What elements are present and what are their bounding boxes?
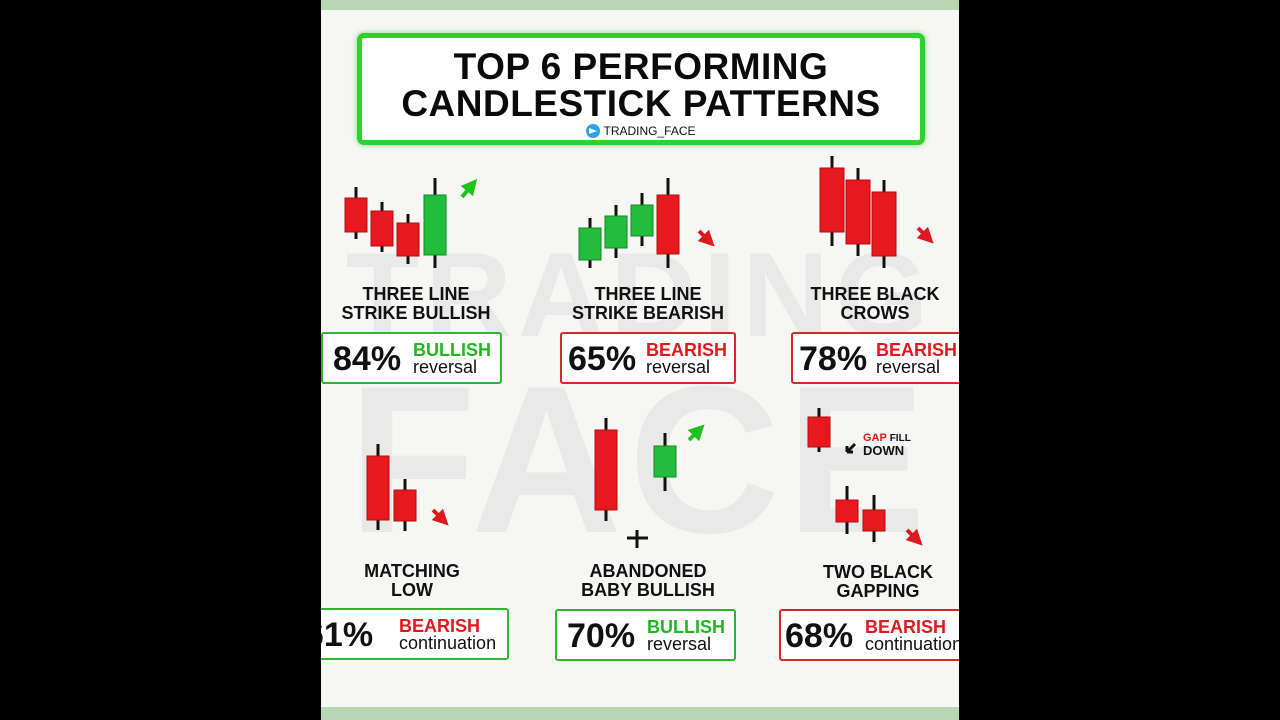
pattern3-name-line1: THREE BLACK <box>810 284 940 304</box>
pattern1-kind: reversal <box>413 357 478 377</box>
pattern4-type: BEARISH <box>399 616 481 636</box>
pattern5-name-line1: ABANDONED <box>589 561 707 581</box>
brand-label: TRADING_FACE <box>603 124 696 138</box>
pattern3-chart <box>819 156 934 268</box>
pattern5-name-line2: BABY BULLISH <box>581 580 715 600</box>
pattern4-chart <box>366 444 449 531</box>
pattern3-type: BEARISH <box>876 340 958 360</box>
pattern3-stat-box: 78% BEARISH reversal <box>791 332 959 384</box>
pattern2-name-line2: STRIKE BEARISH <box>571 303 724 323</box>
pattern1-percent: 84% <box>333 340 402 378</box>
pattern4-stat-box: 61% BEARISH continuation <box>321 608 509 660</box>
pattern6-chart <box>807 408 923 546</box>
pattern2-name-line1: THREE LINE <box>594 284 702 304</box>
pattern1-type: BULLISH <box>413 340 491 360</box>
pattern4-name-line2: LOW <box>391 580 433 600</box>
down-word: DOWN <box>863 443 905 458</box>
pattern3-name-line2: CROWS <box>840 303 910 323</box>
title-line1: TOP 6 PERFORMING <box>453 46 829 87</box>
pattern5-chart <box>594 418 705 548</box>
pattern5-type: BULLISH <box>647 617 725 637</box>
pattern5-name: ABANDONED BABY BULLISH <box>553 562 743 600</box>
fill-word: FILL <box>889 433 911 444</box>
pattern6-stat-box: 68% BEARISH continuation <box>779 609 959 661</box>
pattern1-stat-box: 84% BULLISH reversal <box>321 332 502 384</box>
telegram-icon <box>586 124 601 138</box>
pattern5-kind: reversal <box>647 634 712 654</box>
pattern2-kind: reversal <box>646 357 711 377</box>
pattern3-name: THREE BLACK CROWS <box>781 285 959 323</box>
pattern6-name-line2: GAPPING <box>836 581 920 601</box>
pattern3-kind: reversal <box>876 357 941 377</box>
pattern6-percent: 68% <box>785 617 854 655</box>
infographic-panel: TRADING FACE TOP 6 PERFORMING CANDLESTIC… <box>321 0 959 720</box>
pattern5-stat-box: 70% BULLISH reversal <box>555 609 736 661</box>
brand: TRADING_FACE <box>362 124 920 138</box>
pattern4-name-line1: MATCHING <box>364 561 460 581</box>
pattern2-stat-box: 65% BEARISH reversal <box>560 332 736 384</box>
pattern4-name: MATCHING LOW <box>321 562 503 600</box>
watermark-line2: FACE <box>347 342 933 577</box>
pattern6-name-line1: TWO BLACK <box>823 562 933 582</box>
top-strip <box>321 0 959 10</box>
gap-word: GAP <box>863 432 887 444</box>
pattern3-percent: 78% <box>799 340 868 378</box>
pattern6-kind: continuation <box>865 634 959 654</box>
pattern1-name-line2: STRIKE BULLISH <box>341 303 491 323</box>
pattern1-name-line1: THREE LINE <box>362 284 470 304</box>
pattern5-percent: 70% <box>567 617 636 655</box>
title-line2: CANDLESTICK PATTERNS <box>401 83 881 124</box>
bottom-strip <box>321 707 959 720</box>
candlestick-drawings <box>344 156 934 548</box>
gap-note: GAP FILL DOWN <box>863 432 911 457</box>
pattern2-chart <box>578 178 715 268</box>
pattern2-percent: 65% <box>568 340 637 378</box>
pattern4-kind: continuation <box>399 633 497 653</box>
pattern1-chart <box>344 178 478 268</box>
title-box: TOP 6 PERFORMING CANDLESTICK PATTERNS TR… <box>357 33 925 145</box>
pattern1-name: THREE LINE STRIKE BULLISH <box>321 285 511 323</box>
pattern6-type: BEARISH <box>865 617 947 637</box>
pattern6-name: TWO BLACK GAPPING <box>783 563 959 601</box>
pattern2-type: BEARISH <box>646 340 728 360</box>
pattern2-name: THREE LINE STRIKE BEARISH <box>553 285 743 323</box>
pattern4-percent: 61% <box>321 616 374 654</box>
